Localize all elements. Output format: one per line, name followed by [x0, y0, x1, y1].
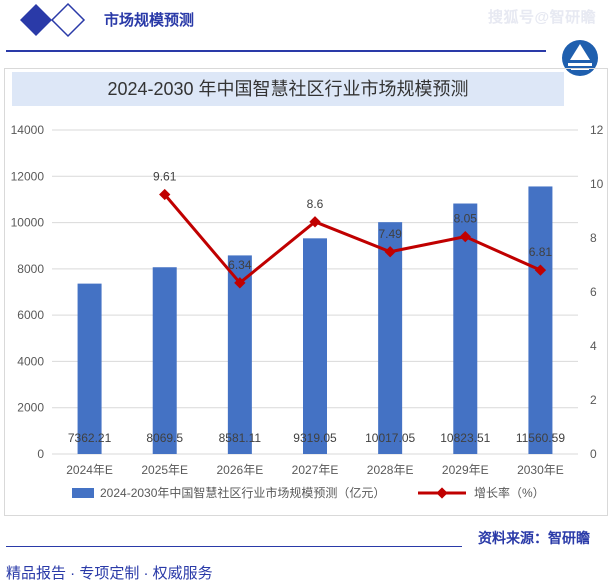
- line-data-label: 9.61: [153, 170, 177, 184]
- bar-data-label: 8069.5: [146, 431, 183, 445]
- y-right-tick-label: 4: [590, 339, 597, 353]
- legend-line-label: 增长率（%）: [474, 485, 545, 500]
- bar-data-label: 9319.05: [293, 431, 337, 445]
- growth-point: [534, 264, 547, 276]
- growth-point: [234, 277, 246, 289]
- growth-point: [384, 246, 396, 258]
- legend-bar-swatch: [72, 488, 94, 498]
- growth-point: [459, 230, 471, 243]
- y-left-tick-label: 8000: [17, 262, 44, 276]
- line-data-label: 7.49: [378, 227, 402, 241]
- header: 市场规模预测 搜狐号@智研瞻: [0, 0, 614, 76]
- y-right-tick-label: 2: [590, 393, 597, 407]
- line-data-label: 6.34: [228, 258, 252, 272]
- footer-tagline: 精品报告 · 专项定制 · 权威服务: [6, 565, 213, 582]
- x-tick-label: 2024年E: [66, 463, 113, 477]
- y-left-tick-label: 12000: [11, 169, 45, 183]
- y-right-tick-label: 12: [590, 123, 604, 137]
- x-tick-label: 2030年E: [517, 463, 564, 477]
- x-tick-label: 2027年E: [292, 463, 339, 477]
- source-divider: [6, 546, 462, 547]
- bar: [378, 222, 403, 454]
- growth-point: [159, 188, 171, 201]
- line-data-label: 8.6: [307, 197, 324, 211]
- y-left-tick-label: 2000: [17, 401, 44, 415]
- y-left-tick-label: 10000: [11, 216, 45, 230]
- bar: [528, 186, 553, 455]
- bar: [453, 203, 478, 454]
- legend-line-marker: [436, 487, 448, 499]
- watermark: 搜狐号@智研瞻: [488, 9, 597, 26]
- header-title: 市场规模预测: [104, 12, 195, 29]
- growth-point: [309, 216, 321, 228]
- chart-title-box: 2024-2030 年中国智慧社区行业市场规模预测: [12, 72, 564, 106]
- line-data-label: 8.05: [454, 212, 478, 226]
- bar-data-label: 10017.05: [365, 431, 415, 445]
- chart-frame: [4, 68, 608, 516]
- x-tick-label: 2028年E: [367, 463, 414, 477]
- emblem-icon: [562, 40, 598, 76]
- bar: [227, 255, 252, 454]
- y-right-tick-label: 8: [590, 231, 597, 245]
- x-tick-label: 2026年E: [217, 463, 264, 477]
- y-left-tick-label: 4000: [17, 354, 44, 368]
- x-tick-label: 2029年E: [442, 463, 489, 477]
- bar: [77, 283, 102, 454]
- bar-data-label: 8581.11: [219, 431, 262, 445]
- legend-bar-label: 2024-2030年中国智慧社区行业市场规模预测（亿元）: [100, 485, 385, 500]
- bar-data-label: 7362.21: [68, 431, 112, 445]
- y-left-tick-label: 6000: [17, 308, 44, 322]
- y-right-tick-label: 6: [590, 285, 597, 299]
- bar: [303, 238, 327, 454]
- y-left-tick-label: 14000: [11, 123, 45, 137]
- bar: [152, 267, 177, 454]
- bar-data-label: 11560.59: [516, 431, 565, 445]
- x-tick-label: 2025年E: [141, 463, 188, 477]
- chart-title: 2024-2030 年中国智慧社区行业市场规模预测: [107, 79, 469, 99]
- diamond-logo-icon: [20, 2, 86, 38]
- header-divider: [6, 50, 546, 52]
- source-note: 资料来源：智研瞻: [478, 530, 590, 546]
- line-data-label: 6.81: [529, 245, 553, 259]
- y-right-tick-label: 10: [590, 177, 604, 191]
- growth-line: [163, 193, 542, 285]
- y-right-tick-label: 0: [590, 447, 597, 461]
- bar-data-label: 10823.51: [440, 431, 490, 445]
- y-left-tick-label: 0: [37, 447, 44, 461]
